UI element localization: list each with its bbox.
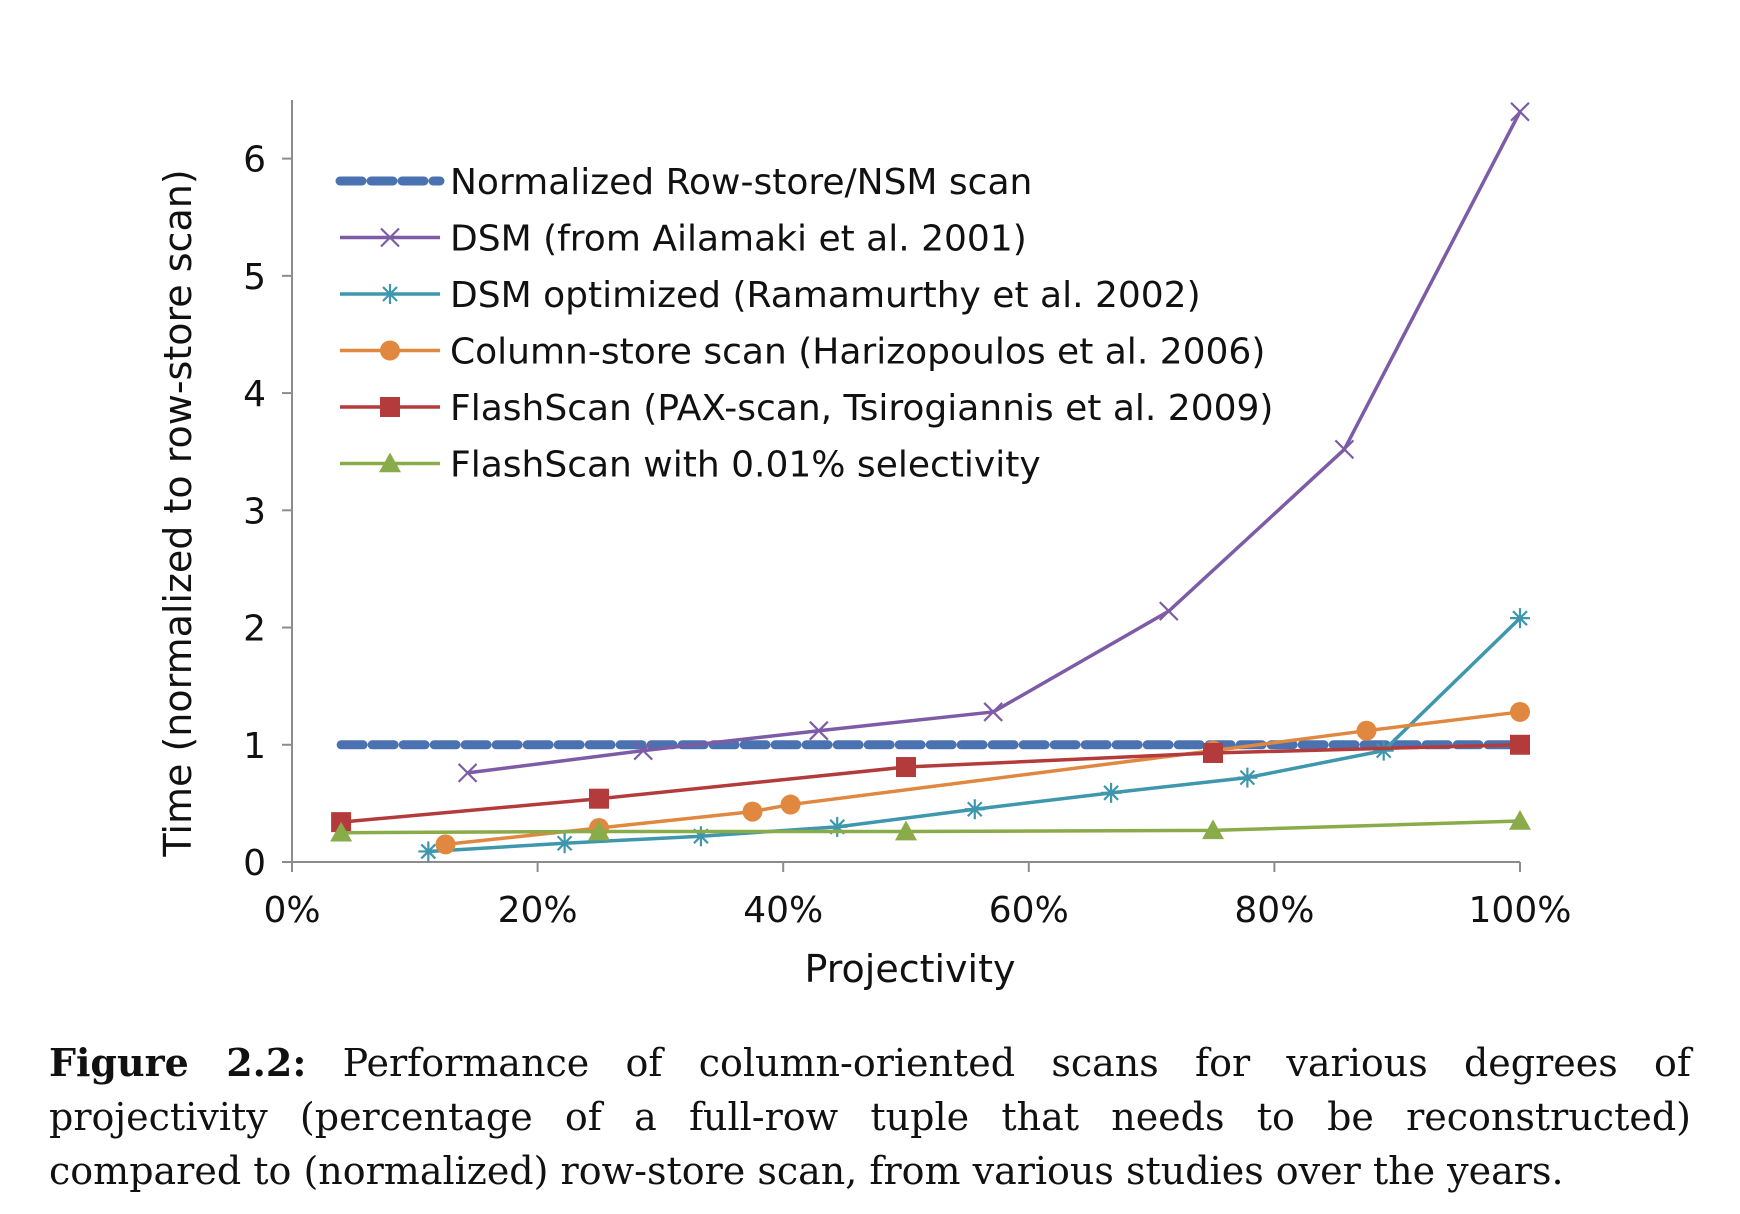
data-point: [1237, 767, 1258, 788]
legend-label: DSM optimized (Ramamurthy et al. 2002): [450, 275, 1201, 316]
data-point: [1510, 101, 1530, 122]
data-point: [1510, 701, 1530, 722]
data-point: [588, 820, 610, 841]
data-point: [1373, 740, 1394, 761]
data-point: [964, 799, 985, 820]
series-2: [457, 101, 1530, 783]
data-point: [809, 720, 829, 741]
series-layer: [330, 101, 1531, 862]
x-tick-label: 20%: [498, 890, 578, 931]
legend-entry: FlashScan (PAX-scan, Tsirogiannis et al.…: [340, 388, 1273, 429]
legend-entry: Normalized Row-store/NSM scan: [335, 162, 1032, 203]
y-tick-label: 4: [243, 374, 266, 415]
series-line: [467, 110, 1522, 775]
x-tick-label: 60%: [989, 890, 1069, 931]
legend: Normalized Row-store/NSM scan DSM (from A…: [335, 162, 1273, 486]
legend-entry: DSM (from Ailamaki et al. 2001): [340, 219, 1027, 260]
series-line: [341, 819, 1521, 835]
y-axis-title: Time (normalized to row-store scan): [156, 169, 200, 857]
y-tick-label: 3: [243, 491, 266, 532]
data-point: [780, 794, 801, 815]
y-tick-label: 2: [243, 609, 266, 650]
legend-label: DSM (from Ailamaki et al. 2001): [450, 219, 1027, 260]
data-point: [827, 816, 848, 837]
x-tick-label: 0%: [263, 890, 320, 931]
legend-entry: DSM optimized (Ramamurthy et al. 2002): [340, 275, 1201, 316]
data-point: [330, 821, 353, 842]
x-tick-label: 80%: [1234, 890, 1314, 931]
series-6: [330, 809, 1531, 842]
y-tick-label: 0: [243, 843, 266, 884]
x-tick-label: 40%: [743, 890, 823, 931]
legend-marker: [380, 340, 400, 361]
series-3: [418, 608, 1530, 862]
data-point: [1510, 608, 1530, 629]
data-point: [1510, 734, 1530, 755]
data-point: [1356, 720, 1377, 741]
data-point: [589, 788, 609, 809]
y-tick-label: 5: [243, 257, 266, 298]
data-point: [435, 834, 456, 855]
x-tick-label: 100%: [1469, 890, 1572, 931]
caption-text: Performance of column-oriented scans for…: [49, 1041, 1691, 1193]
data-point: [457, 763, 478, 783]
legend-label: Column-store scan (Harizopoulos et al. 2…: [450, 332, 1265, 373]
data-point: [896, 757, 916, 778]
caption-label: Figure 2.2:: [49, 1040, 307, 1085]
data-point: [554, 833, 575, 854]
legend-label: FlashScan (PAX-scan, Tsirogiannis et al.…: [450, 388, 1273, 429]
legend-marker: [379, 452, 401, 473]
data-point: [983, 702, 1003, 722]
data-point: [418, 841, 439, 862]
legend-marker: [380, 284, 400, 304]
data-point: [690, 826, 711, 847]
y-tick-label: 6: [243, 140, 266, 181]
legend-entry: FlashScan with 0.01% selectivity: [340, 445, 1041, 486]
data-point: [633, 740, 653, 761]
legend-label: Normalized Row-store/NSM scan: [450, 162, 1032, 203]
data-point: [742, 801, 763, 822]
legend-entry: Column-store scan (Harizopoulos et al. 2…: [340, 332, 1265, 373]
data-point: [1159, 601, 1179, 621]
series-5: [331, 734, 1530, 833]
legend-marker: [380, 227, 400, 248]
data-point: [1203, 742, 1223, 763]
y-tick-label: 1: [243, 726, 266, 767]
legend-label: FlashScan with 0.01% selectivity: [450, 445, 1041, 486]
data-point: [1334, 439, 1355, 460]
data-point: [1202, 819, 1224, 840]
figure-caption: Figure 2.2: Performance of column-orient…: [49, 1036, 1691, 1198]
data-point: [1101, 782, 1122, 803]
legend-marker: [380, 397, 400, 417]
x-axis-title: Projectivity: [804, 947, 1015, 991]
data-point: [895, 820, 917, 841]
series-line: [340, 743, 1521, 824]
data-point: [1509, 809, 1531, 830]
